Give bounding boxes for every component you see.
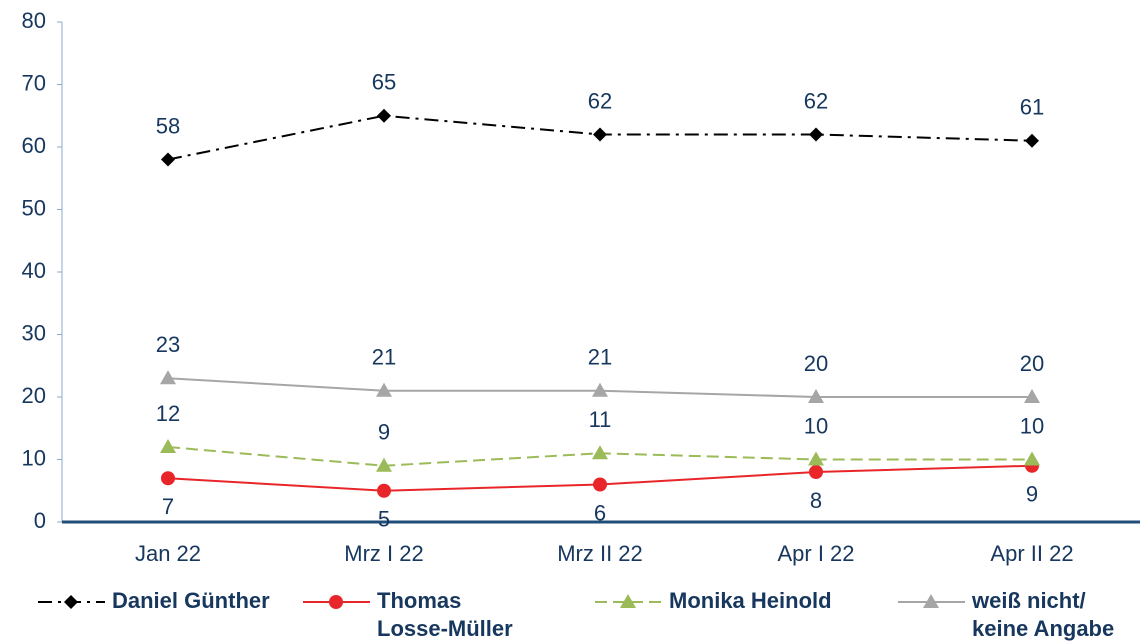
data-label: 6: [594, 500, 606, 525]
legend-label: Daniel Günther: [112, 588, 270, 613]
data-label: 21: [372, 345, 396, 370]
legend-label: Monika Heinold: [669, 588, 832, 613]
data-point: [808, 389, 824, 403]
y-tick-label: 30: [22, 320, 46, 345]
y-tick-label: 60: [22, 133, 46, 158]
data-label: 10: [804, 413, 828, 438]
data-point: [161, 471, 175, 486]
data-point: [592, 382, 608, 397]
x-tick-label: Apr II 22: [990, 541, 1073, 566]
data-point: [160, 370, 176, 385]
legend-marker: [620, 594, 636, 608]
data-label: 62: [804, 88, 828, 113]
data-label: 21: [588, 345, 612, 370]
y-tick-label: 20: [22, 383, 46, 408]
data-point: [593, 477, 607, 492]
x-tick-label: Jan 22: [135, 541, 201, 566]
data-label: 65: [372, 70, 396, 95]
data-point: [809, 127, 823, 142]
data-label: 8: [810, 488, 822, 513]
y-tick-label: 80: [22, 8, 46, 33]
legend-label: Thomas Losse-Müller: [377, 588, 513, 641]
data-point: [809, 465, 823, 479]
legend-label: weiß nicht/ keine Angabe: [972, 588, 1115, 641]
data-label: 58: [156, 113, 180, 138]
data-label: 61: [1020, 95, 1044, 120]
data-label: 23: [156, 332, 180, 357]
y-tick-label: 40: [22, 258, 46, 283]
y-tick-label: 0: [34, 508, 46, 533]
data-point: [161, 152, 175, 167]
legend-marker: [64, 595, 78, 609]
data-label: 9: [1026, 482, 1038, 507]
y-tick-label: 10: [22, 445, 46, 470]
data-label: 20: [804, 351, 828, 376]
data-point: [377, 108, 391, 123]
data-point: [1025, 133, 1039, 148]
data-point: [592, 445, 608, 460]
data-point: [376, 457, 392, 472]
legend-marker: [923, 594, 939, 608]
x-tick-label: Apr I 22: [777, 541, 854, 566]
data-label: 5: [378, 507, 390, 532]
data-label: 9: [378, 420, 390, 445]
data-point: [593, 127, 607, 142]
legend-marker: [329, 595, 343, 609]
data-label: 20: [1020, 351, 1044, 376]
data-point: [1024, 389, 1040, 403]
data-label: 62: [588, 88, 612, 113]
data-point: [160, 439, 176, 453]
x-tick-label: Mrz I 22: [344, 541, 423, 566]
y-tick-label: 50: [22, 195, 46, 220]
data-point: [377, 483, 391, 498]
data-point: [376, 382, 392, 397]
data-label: 7: [162, 494, 174, 519]
data-label: 12: [156, 401, 180, 426]
y-tick-label: 70: [22, 70, 46, 95]
data-label: 10: [1020, 413, 1044, 438]
x-tick-label: Mrz II 22: [557, 541, 643, 566]
data-point: [1024, 451, 1040, 466]
data-label: 11: [589, 407, 612, 432]
data-point: [808, 451, 824, 466]
